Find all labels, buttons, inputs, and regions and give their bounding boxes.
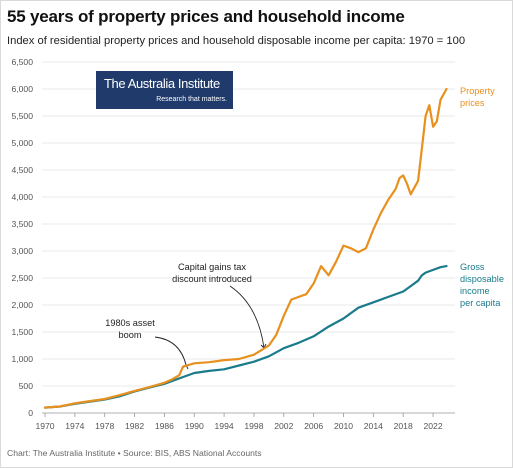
annotation-boom-line-1: 1980s asset — [105, 318, 155, 328]
y-tick-label: 2,500 — [11, 273, 33, 283]
y-tick-label: 3,500 — [11, 219, 33, 229]
y-tick-label: 2,000 — [11, 300, 33, 310]
australia-institute-logo: The Australia Institute Research that ma… — [96, 71, 233, 109]
x-tick-label: 1994 — [215, 421, 234, 431]
series-labels: Property prices Gross disposable income per c… — [460, 86, 504, 308]
x-tick-label: 1978 — [95, 421, 114, 431]
series-line-property-prices — [43, 87, 448, 409]
x-tick-label: 1998 — [244, 421, 263, 431]
series-label-property-prices: Property — [460, 86, 495, 96]
x-axis-ticks: 1970 1974 1978 1982 1986 1990 1994 1998 2002 2006… — [35, 413, 443, 431]
y-axis-ticks: 0 500 1,000 1,500 2,000 2,500 3,000 3,500 4,000 4… — [11, 57, 33, 418]
x-tick-label: 2006 — [304, 421, 323, 431]
x-tick-label: 2014 — [364, 421, 383, 431]
y-tick-label: 3,000 — [11, 246, 33, 256]
y-tick-label: 4,500 — [11, 165, 33, 175]
x-tick-label: 2010 — [334, 421, 353, 431]
logo-tagline: Research that matters. — [156, 96, 227, 103]
x-tick-label: 2018 — [394, 421, 413, 431]
x-tick-label: 1982 — [125, 421, 144, 431]
annotation-boom-line-2: boom — [119, 330, 142, 340]
y-tick-label: 1,000 — [11, 354, 33, 364]
series-label-household-income: per capita — [460, 298, 501, 308]
annotation-boom-arrow — [154, 336, 187, 366]
x-tick-label: 2002 — [274, 421, 293, 431]
x-tick-label: 2022 — [423, 421, 442, 431]
y-tick-label: 6,500 — [11, 57, 33, 67]
series-label-household-income: disposable — [460, 274, 504, 284]
annotation-cgt-line-2: discount introduced — [172, 274, 252, 284]
y-tick-label: 5,500 — [11, 111, 33, 121]
series-lines — [43, 87, 448, 409]
chart-title: 55 years of property prices and househol… — [7, 7, 405, 26]
logo-name: The Australia Institute — [104, 76, 220, 91]
y-tick-label: 6,000 — [11, 84, 33, 94]
x-tick-label: 1986 — [155, 421, 174, 431]
x-tick-label: 1990 — [185, 421, 204, 431]
series-label-household-income: income — [460, 286, 490, 296]
gridlines — [42, 61, 455, 414]
y-tick-label: 1,500 — [11, 327, 33, 337]
series-label-property-prices: prices — [460, 98, 485, 108]
series-label-household-income: Gross — [460, 262, 485, 272]
x-tick-label: 1974 — [65, 421, 84, 431]
y-tick-label: 5,000 — [11, 138, 33, 148]
y-tick-label: 4,000 — [11, 192, 33, 202]
chart-footer: Chart: The Australia Institute • Source:… — [7, 448, 262, 458]
annotations: 1980s asset boom Capital gains tax disco… — [105, 262, 267, 370]
chart-subtitle: Index of residential property prices and… — [7, 35, 466, 47]
annotation-cgt-line-1: Capital gains tax — [178, 262, 246, 272]
y-tick-label: 500 — [19, 381, 34, 391]
x-tick-label: 1970 — [35, 421, 54, 431]
annotation-cgt-arrow — [229, 285, 265, 349]
y-tick-label: 0 — [28, 408, 33, 418]
